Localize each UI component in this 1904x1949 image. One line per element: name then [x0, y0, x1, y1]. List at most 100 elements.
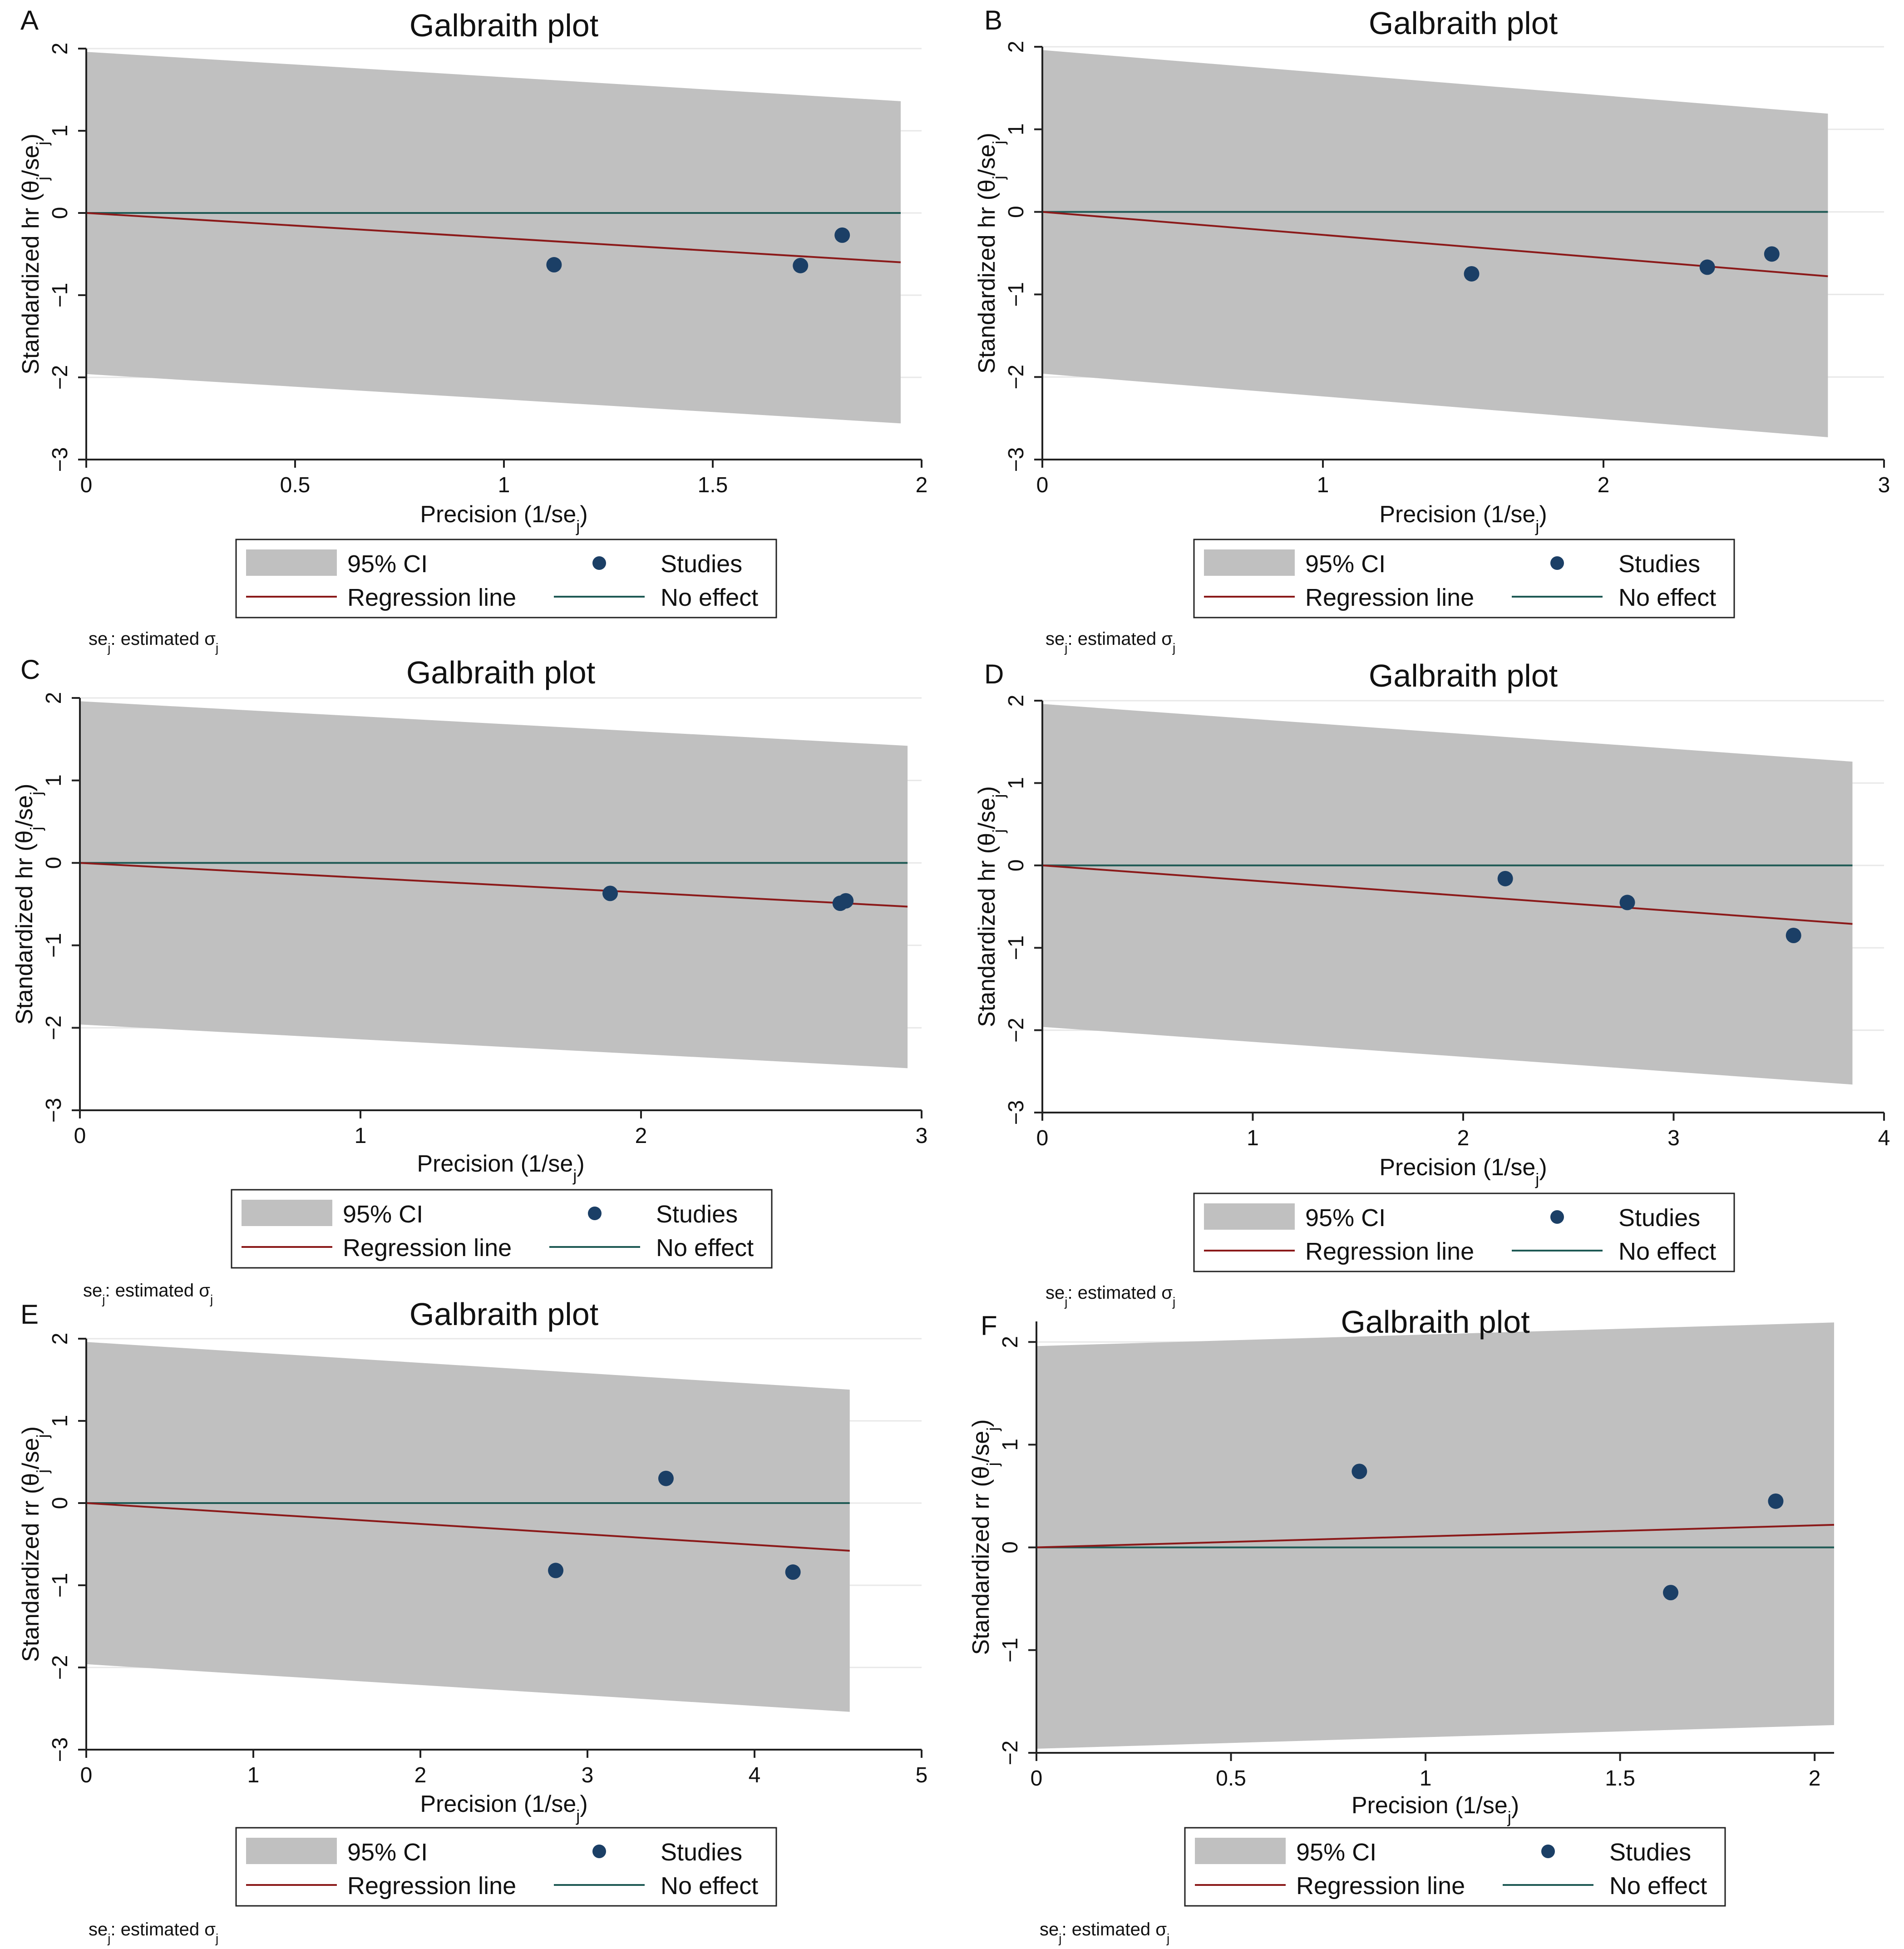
panel-c: 0 1 2 3 −3 −2 −1 0 1 2 Galbraith plot C Precision (1…: [11, 654, 927, 1306]
panel-a: 0 0.5 1 1.5 2 −3 −2 −1 0 1 2 Galbraith plot A Precisi…: [18, 5, 927, 655]
x-tick-label: 2: [414, 1763, 427, 1787]
subscript-j: j: [989, 140, 1008, 144]
x-axis-label: Precision (1/sej): [1379, 1154, 1547, 1188]
y-tick-label: −1: [48, 1573, 72, 1598]
legend-studies-label: Studies: [661, 550, 742, 578]
y-axis-label: Standardized hr (θj/sej): [11, 784, 45, 1025]
x-tick-label: 1: [1420, 1766, 1432, 1791]
x-axis-label: Precision (1/sej): [420, 1791, 587, 1825]
panel-d: 0 1 2 3 4 −3 −2 −1 0 1 2 Galbraith plot D Precision (…: [974, 658, 1890, 1309]
y-tick-label: −2: [48, 365, 72, 390]
x-tick-label: 3: [916, 1124, 928, 1148]
x-tick-label: 3: [1878, 473, 1890, 497]
study-point: [1699, 259, 1715, 275]
study-point: [1497, 871, 1513, 886]
panel-letter: F: [981, 1311, 997, 1341]
panel-letter: E: [20, 1299, 39, 1330]
subscript-j: j: [1172, 1295, 1175, 1309]
subscript-j: j: [33, 1434, 52, 1438]
legend-ci-swatch: [1204, 1203, 1295, 1230]
study-point: [1768, 1493, 1784, 1509]
x-axis-label: Precision (1/sej): [1379, 501, 1547, 535]
legend-no-effect-label: No effect: [656, 1234, 754, 1261]
x-tick-label: 0: [74, 1124, 86, 1148]
regression-line: [86, 1502, 850, 1552]
legend-ci-swatch: [242, 1200, 332, 1226]
x-tick-label: 0.5: [280, 473, 311, 497]
panel-letter: B: [984, 5, 1002, 35]
y-tick-label: 0: [48, 207, 72, 219]
chart-title: Galbraith plot: [409, 1296, 598, 1332]
legend-ci-label: 95% CI: [347, 1839, 428, 1866]
y-tick-label: 0: [998, 1541, 1022, 1553]
y-axis-label: Standardized hr (θj/sej): [18, 134, 52, 375]
subscript-j: j: [1535, 1170, 1539, 1188]
y-tick-label: −3: [48, 1737, 72, 1762]
study-point: [548, 1563, 564, 1578]
legend-ci-label: 95% CI: [343, 1201, 423, 1228]
legend: 95% CI Studies Regression line No effect: [1193, 539, 1735, 618]
y-tick-label: −2: [48, 1655, 72, 1680]
subscript-j: j: [210, 1292, 213, 1306]
y-tick-label: 0: [1004, 206, 1028, 218]
x-tick-label: 3: [1667, 1126, 1680, 1150]
legend-regression-label: Regression line: [1305, 584, 1474, 611]
y-axis-label: Standardized hr (θj/sej): [974, 133, 1008, 374]
regression-line: [79, 862, 908, 908]
study-point: [1352, 1464, 1367, 1479]
subscript-j: j: [1535, 517, 1539, 535]
y-tick-label: 0: [1004, 859, 1028, 871]
y-tick-label: 2: [48, 43, 72, 55]
regression-line: [1042, 864, 1853, 925]
x-tick-label: 1.5: [1605, 1766, 1635, 1791]
y-tick-label: 2: [42, 692, 66, 704]
y-tick-label: −1: [1004, 282, 1028, 307]
x-tick-label: 0.5: [1216, 1766, 1246, 1791]
legend-ci-swatch: [1204, 549, 1295, 576]
regression-line: [1036, 1524, 1835, 1548]
legend-ci-label: 95% CI: [1305, 550, 1386, 578]
legend-regression-label: Regression line: [347, 584, 516, 611]
y-tick-label: 1: [42, 774, 66, 787]
x-tick-label: 1: [1247, 1126, 1259, 1150]
y-tick-label: 1: [1004, 777, 1028, 789]
x-tick-label: 2: [1457, 1126, 1470, 1150]
subscript-j: j: [215, 641, 218, 655]
x-tick-label: 1: [355, 1124, 367, 1148]
y-tick-label: −2: [1004, 1018, 1028, 1043]
legend-studies-marker: [1550, 1210, 1564, 1224]
study-point: [1764, 246, 1780, 262]
subscript-j: j: [576, 1806, 580, 1825]
panel-letter: D: [984, 659, 1004, 689]
chart-title: Galbraith plot: [406, 655, 595, 690]
study-point: [658, 1470, 674, 1486]
x-tick-label: 2: [1598, 473, 1610, 497]
subscript-j: j: [983, 1462, 1002, 1466]
panel-b: 0 1 2 3 −3 −2 −1 0 1 2 Galbraith plot B Precision (1…: [974, 5, 1890, 655]
x-tick-label: 1: [247, 1763, 260, 1787]
subscript-j: j: [27, 791, 45, 796]
legend-studies-label: Studies: [1618, 550, 1700, 578]
y-tick-label: −1: [1004, 935, 1028, 960]
y-tick-label: 0: [42, 857, 66, 869]
study-point: [1786, 927, 1801, 943]
x-axis-label: Precision (1/sej): [1352, 1792, 1519, 1826]
x-tick-label: 1.5: [698, 473, 728, 497]
subscript-j: j: [1058, 1931, 1061, 1945]
legend-studies-marker: [592, 1845, 606, 1858]
y-tick-label: −3: [42, 1098, 66, 1123]
legend-studies-label: Studies: [1609, 1839, 1691, 1866]
subscript-j: j: [107, 641, 110, 655]
subscript-j: j: [33, 141, 52, 145]
subscript-j: j: [576, 517, 580, 535]
y-tick-label: −1: [48, 283, 72, 308]
y-axis-label: Standardized rr (θj/sej): [18, 1426, 52, 1662]
legend-studies-marker: [588, 1207, 602, 1220]
footnote: sej: estimated σj: [1040, 1919, 1169, 1945]
x-tick-label: 2: [1809, 1766, 1821, 1791]
legend: 95% CI Studies Regression line No effect: [235, 1827, 777, 1907]
chart-title: Galbraith plot: [409, 8, 598, 43]
subscript-j: j: [989, 176, 1008, 180]
x-tick-label: 0: [1031, 1766, 1043, 1791]
